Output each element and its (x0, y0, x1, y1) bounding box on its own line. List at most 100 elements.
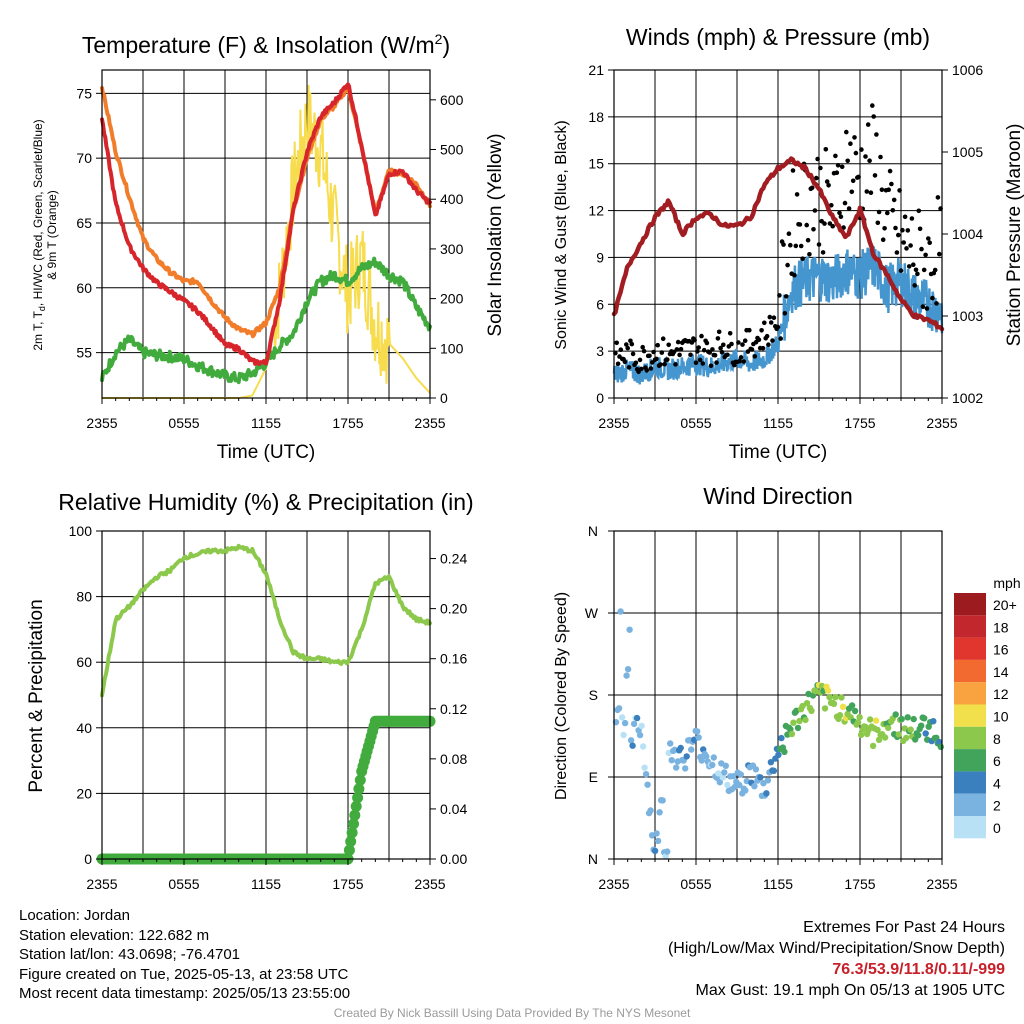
precip-point (349, 809, 361, 821)
gust-point (839, 164, 845, 170)
series-relative-humidity (100, 543, 432, 698)
extremes-info: Extremes For Past 24 Hours (High/Low/Max… (668, 917, 1005, 1001)
gust-point (889, 181, 894, 187)
gust-point (872, 173, 878, 178)
colorbar-label: 18 (993, 619, 1009, 635)
colorbar-label: 8 (993, 731, 1001, 747)
gust-point (842, 200, 848, 206)
direction-point (621, 719, 629, 727)
gust-point (844, 129, 849, 135)
gust-point (738, 355, 744, 360)
gust-point (856, 174, 861, 180)
direction-point (626, 626, 633, 633)
gust-point (651, 349, 656, 355)
direction-point (775, 751, 782, 758)
precip-point (354, 774, 366, 786)
direction-point (918, 722, 925, 729)
gust-point (865, 122, 871, 127)
colorbar-label: 20+ (993, 597, 1017, 613)
gust-point (833, 153, 838, 159)
direction-point (854, 719, 862, 726)
gust-point (700, 361, 706, 366)
gust-point (788, 242, 793, 248)
colorbar-label: 4 (993, 775, 1001, 791)
y-tick-label: 21 (588, 62, 604, 78)
y-tick-label: 200 (440, 291, 464, 307)
direction-point (742, 787, 749, 794)
direction-point (730, 773, 737, 780)
direction-point (788, 730, 796, 738)
gust-point (637, 357, 643, 363)
speed-colorbar: mph 20+ 18 16 14 12 10 8 6 4 2 0 (954, 575, 1021, 839)
gust-point (867, 158, 872, 163)
x-tick-label: 2355 (926, 876, 957, 892)
gust-point (849, 189, 855, 195)
direction-point (633, 714, 641, 722)
y-tick-label: 6 (596, 296, 604, 312)
gust-point (927, 240, 932, 245)
direction-point (848, 702, 856, 709)
gust-point (924, 306, 930, 311)
gust-point (707, 350, 712, 355)
gust-point (911, 262, 916, 268)
winds-panel: Winds (mph) & Pressure (mb) 2355 0555 1155… (553, 24, 1024, 463)
info-latlon: Station lat/lon: 43.0698; -76.4701 (19, 946, 241, 963)
y-tick-label: 3 (596, 343, 604, 359)
gust-point (850, 178, 856, 184)
direction-point (624, 666, 632, 673)
temperature-ylabel-line1: 2m T, Td, HI/WC (Red, Green, Scarlet/Blu… (31, 119, 47, 350)
info-recent: Most recent data timestamp: 2025/05/13 2… (19, 985, 351, 1002)
gust-point (880, 237, 886, 242)
gust-point (826, 183, 831, 188)
gust-point (783, 294, 789, 299)
gust-point (714, 360, 719, 365)
direction-point (636, 731, 644, 739)
direction-point (802, 716, 809, 724)
direction-point (668, 757, 675, 764)
gust-point (896, 232, 901, 238)
direction-point (623, 672, 630, 679)
y-tick-label: 65 (76, 215, 92, 231)
gust-point (615, 361, 621, 367)
gust-point (696, 345, 701, 350)
direction-point (790, 719, 797, 726)
colorbar-title: mph (993, 575, 1020, 591)
gust-point (660, 336, 666, 342)
direction-point (641, 764, 648, 771)
x-tick-label: 2355 (414, 415, 445, 431)
colorbar-label: 14 (993, 664, 1009, 680)
gust-point (742, 338, 748, 344)
gust-point (701, 347, 707, 353)
gust-point (814, 175, 819, 181)
direction-point (936, 738, 943, 746)
direction-point (716, 779, 723, 786)
direction-point (778, 734, 785, 742)
x-tick-label: 1155 (763, 415, 793, 431)
direction-point (736, 781, 743, 789)
gust-point (890, 208, 896, 213)
gust-point (719, 349, 725, 355)
precip-point (343, 844, 355, 856)
y-tick-label: 80 (76, 589, 92, 605)
direction-point (826, 693, 833, 701)
y-tick-label: 20 (76, 785, 92, 801)
gust-point (655, 342, 660, 348)
gust-point (898, 268, 904, 273)
gust-point (820, 250, 826, 255)
gust-point (838, 214, 844, 219)
gust-point (704, 340, 710, 346)
gust-point (794, 192, 800, 197)
y-tick-label: N (588, 851, 598, 867)
gust-point (658, 362, 663, 367)
direction-point (677, 744, 684, 752)
gust-point (913, 267, 919, 273)
colorbar-label: 2 (993, 798, 1001, 814)
x-tick-label: 2355 (926, 415, 957, 431)
plot-frame (101, 530, 431, 860)
gust-point (760, 345, 766, 351)
gust-point (766, 342, 771, 348)
gust-point (693, 360, 699, 366)
gust-point (715, 336, 721, 341)
gust-point (614, 340, 619, 346)
gust-point (823, 147, 829, 152)
